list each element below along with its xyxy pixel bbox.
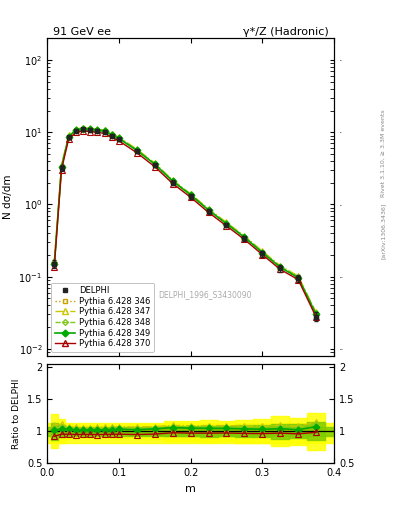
X-axis label: m: m <box>185 484 196 494</box>
Text: γ*/Z (Hadronic): γ*/Z (Hadronic) <box>242 27 328 37</box>
Text: DELPHI_1996_S3430090: DELPHI_1996_S3430090 <box>158 290 252 298</box>
Y-axis label: Ratio to DELPHI: Ratio to DELPHI <box>12 378 21 449</box>
Text: [arXiv:1306.3436]: [arXiv:1306.3436] <box>381 202 386 259</box>
Legend: DELPHI, Pythia 6.428 346, Pythia 6.428 347, Pythia 6.428 348, Pythia 6.428 349, : DELPHI, Pythia 6.428 346, Pythia 6.428 3… <box>51 283 154 352</box>
Text: Rivet 3.1.10, ≥ 3.3M events: Rivet 3.1.10, ≥ 3.3M events <box>381 110 386 198</box>
Y-axis label: N dσ/dm: N dσ/dm <box>3 175 13 219</box>
Text: 91 GeV ee: 91 GeV ee <box>53 27 111 37</box>
